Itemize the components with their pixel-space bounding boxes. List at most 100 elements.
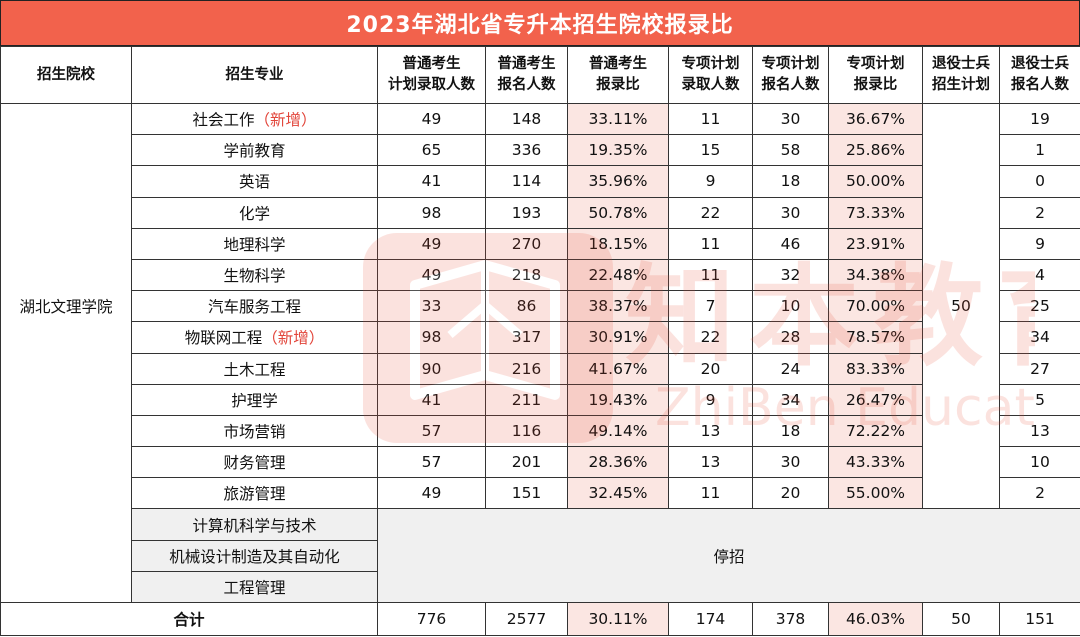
- major-cell: 生物科学: [131, 258, 378, 292]
- veteran-apply-cell: 25: [999, 290, 1080, 323]
- table-row: 地理科学 49 270 18.15% 11 46 23.91% 9: [1, 227, 1080, 260]
- new-badge: （新增）: [262, 329, 325, 348]
- ratio-cell: 30.91%: [567, 321, 669, 354]
- apply-cell: 336: [485, 134, 568, 167]
- table-row: 化学 98 193 50.78% 22 30 73.33% 2: [1, 196, 1080, 229]
- ratio-cell: 19.35%: [567, 134, 669, 167]
- veteran-apply-cell: 27: [999, 352, 1080, 385]
- special-plan-cell: 11: [668, 102, 753, 136]
- apply-cell: 211: [485, 383, 568, 416]
- major-cell: 化学: [131, 196, 378, 229]
- header-plan-regular: 普通考生 计划录取人数: [377, 46, 486, 104]
- special-plan-cell: 9: [668, 165, 753, 198]
- major-name: 汽车服务工程: [207, 298, 301, 317]
- special-plan-cell: 11: [668, 258, 753, 292]
- school-cell-continued: [0, 508, 132, 541]
- stopped-major-cell: 计算机科学与技术: [131, 508, 378, 541]
- veteran-apply-cell: 4: [999, 258, 1080, 292]
- major-name: 财务管理: [223, 454, 286, 473]
- special-ratio-cell: 70.00%: [828, 290, 923, 323]
- special-apply-cell: 30: [752, 102, 829, 136]
- special-apply-cell: 18: [752, 165, 829, 198]
- school-cell-continued: [0, 540, 132, 572]
- total-label: 合计: [0, 602, 378, 636]
- total-veteran-apply: 151: [999, 602, 1080, 636]
- ratio-cell: 50.78%: [567, 196, 669, 229]
- plan-cell: 98: [377, 196, 486, 229]
- apply-cell: 116: [485, 414, 568, 448]
- total-veteran-plan: 50: [922, 602, 1000, 636]
- special-apply-cell: 58: [752, 134, 829, 167]
- major-cell: 财务管理: [131, 446, 378, 479]
- special-plan-cell: 20: [668, 352, 753, 385]
- header-apply-veteran: 退役士兵 报名人数: [999, 46, 1080, 104]
- page-title: 2023年湖北省专升本招生院校报录比: [0, 0, 1080, 46]
- plan-cell: 57: [377, 446, 486, 479]
- special-apply-cell: 30: [752, 446, 829, 479]
- special-ratio-cell: 55.00%: [828, 477, 923, 510]
- table-row: 护理学 41 211 19.43% 9 34 26.47% 5: [1, 383, 1080, 416]
- special-plan-cell: 7: [668, 290, 753, 323]
- apply-cell: 151: [485, 477, 568, 510]
- major-name: 学前教育: [223, 142, 286, 161]
- major-name: 护理学: [231, 391, 278, 410]
- ratio-cell: 38.37%: [567, 290, 669, 323]
- special-plan-cell: 13: [668, 414, 753, 448]
- apply-cell: 216: [485, 352, 568, 385]
- veteran-apply-cell: 34: [999, 321, 1080, 354]
- stopped-label: 停招: [377, 508, 1080, 603]
- total-apply: 2577: [485, 602, 568, 636]
- table-row: 湖北文理学院 社会工作（新增） 49 148 33.11% 11 30 36.67% 50 19: [0, 102, 1080, 510]
- table-row: 市场营销 57 116 49.14% 13 18 72.22% 13: [1, 414, 1080, 448]
- header-row: 招生院校 招生专业 普通考生 计划录取人数 普通考生 报名人数 普通考生 报录比 专项…: [0, 46, 1080, 104]
- special-ratio-cell: 50.00%: [828, 165, 923, 198]
- veteran-plan-cell: 50: [922, 102, 1000, 510]
- special-apply-cell: 32: [752, 258, 829, 292]
- apply-cell: 148: [485, 102, 568, 136]
- total-plan: 776: [377, 602, 486, 636]
- plan-cell: 49: [377, 227, 486, 260]
- veteran-apply-cell: 2: [999, 196, 1080, 229]
- stopped-major-cell: 工程管理: [131, 570, 378, 604]
- special-apply-cell: 24: [752, 352, 829, 385]
- plan-cell: 33: [377, 290, 486, 323]
- ratio-cell: 22.48%: [567, 258, 669, 292]
- special-ratio-cell: 23.91%: [828, 227, 923, 260]
- apply-cell: 193: [485, 196, 568, 229]
- special-ratio-cell: 43.33%: [828, 446, 923, 479]
- ratio-cell: 33.11%: [567, 102, 669, 136]
- major-cell: 地理科学: [131, 227, 378, 260]
- ratio-cell: 32.45%: [567, 477, 669, 510]
- major-cell: 英语: [131, 165, 378, 198]
- special-ratio-cell: 83.33%: [828, 352, 923, 385]
- total-special-ratio: 46.03%: [828, 602, 923, 636]
- major-cell: 物联网工程（新增）: [131, 321, 378, 354]
- apply-cell: 218: [485, 258, 568, 292]
- major-name: 物联网工程: [184, 329, 263, 348]
- plan-cell: 65: [377, 134, 486, 167]
- plan-cell: 90: [377, 352, 486, 385]
- special-ratio-cell: 26.47%: [828, 383, 923, 416]
- major-cell: 市场营销: [131, 414, 378, 448]
- veteran-apply-cell: 5: [999, 383, 1080, 416]
- veteran-apply-cell: 1: [999, 134, 1080, 167]
- total-special-apply: 378: [752, 602, 829, 636]
- special-plan-cell: 13: [668, 446, 753, 479]
- stopped-row: 工程管理: [0, 570, 1080, 604]
- apply-cell: 270: [485, 227, 568, 260]
- veteran-apply-cell: 10: [999, 446, 1080, 479]
- special-apply-cell: 46: [752, 227, 829, 260]
- school-name: 湖北文理学院: [0, 102, 132, 509]
- major-cell: 护理学: [131, 383, 378, 416]
- plan-cell: 49: [377, 258, 486, 292]
- new-badge: （新增）: [254, 111, 317, 130]
- table-row: 学前教育 65 336 19.35% 15 58 25.86% 1: [1, 134, 1080, 167]
- special-plan-cell: 11: [668, 227, 753, 260]
- table-row: 旅游管理 49 151 32.45% 11 20 55.00% 2: [1, 477, 1080, 510]
- apply-cell: 114: [485, 165, 568, 198]
- major-name: 市场营销: [223, 422, 286, 441]
- special-apply-cell: 18: [752, 414, 829, 448]
- stopped-row: 机械设计制造及其自动化: [0, 539, 1080, 572]
- apply-cell: 317: [485, 321, 568, 354]
- special-plan-cell: 11: [668, 477, 753, 510]
